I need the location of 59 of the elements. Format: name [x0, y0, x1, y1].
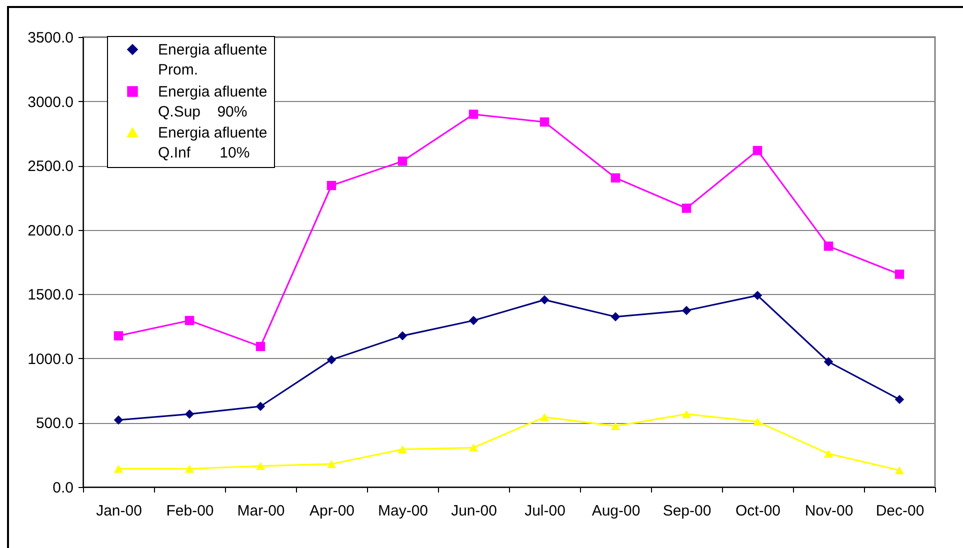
- point: [610, 173, 620, 183]
- x-tick-label: Jul-00: [524, 502, 566, 520]
- legend-label: Energia afluente Prom.: [158, 42, 268, 78]
- x-tick-label: Apr-00: [309, 502, 355, 520]
- point: [468, 316, 478, 326]
- x-tick-label: Feb-00: [166, 502, 214, 520]
- x-tick-label: Jan-00: [96, 502, 142, 520]
- legend-label: Energia afluente Q.Inf 10%: [158, 124, 268, 162]
- point: [610, 422, 620, 430]
- point: [894, 394, 904, 404]
- x-tick-label: Mar-00: [237, 502, 285, 520]
- y-tick-label: 2500.0: [28, 158, 74, 176]
- point: [540, 295, 550, 304]
- point: [752, 146, 762, 156]
- point: [184, 464, 194, 473]
- point: [894, 270, 904, 279]
- point: [894, 466, 904, 474]
- y-tick-label: 2000.0: [28, 222, 74, 240]
- point: [824, 357, 834, 366]
- x-tick-label: Jun-00: [451, 502, 497, 520]
- legend-label: Energia afluente Q.Sup 90%: [158, 84, 268, 120]
- point: [540, 117, 550, 127]
- x-tick-label: Sep-00: [662, 502, 712, 520]
- point: [752, 418, 762, 426]
- point: [824, 450, 834, 458]
- point: [256, 462, 266, 470]
- point: [682, 306, 692, 316]
- point: [398, 331, 408, 340]
- point: [326, 460, 336, 468]
- point: [256, 342, 266, 352]
- point: [184, 409, 194, 419]
- point: [114, 331, 124, 340]
- x-tick-label: Aug-00: [592, 502, 640, 520]
- point: [824, 242, 834, 251]
- x-tick-label: Dec-00: [876, 502, 924, 520]
- y-tick-label: 500.0: [36, 415, 74, 432]
- x-tick-label: Oct-00: [735, 502, 781, 520]
- y-tick-label: 3500.0: [28, 30, 74, 46]
- point: [682, 410, 692, 418]
- point: [326, 180, 336, 190]
- x-tick-label: Nov-00: [804, 502, 854, 520]
- y-tick-label: 1000.0: [28, 350, 74, 368]
- point: [326, 355, 336, 364]
- point: [398, 156, 408, 166]
- point: [114, 464, 124, 473]
- point: [184, 316, 194, 326]
- y-tick-label: 0.0: [52, 480, 74, 496]
- point: [540, 413, 550, 422]
- point: [610, 312, 620, 322]
- point: [752, 290, 762, 300]
- point: [468, 110, 478, 119]
- x-tick-label: May-00: [378, 502, 428, 520]
- point: [468, 444, 478, 452]
- point: [114, 415, 124, 425]
- point: [256, 402, 266, 411]
- y-tick-label: 1500.0: [28, 286, 74, 304]
- y-tick-label: 3000.0: [28, 94, 74, 111]
- point: [682, 204, 692, 213]
- point: [398, 445, 408, 454]
